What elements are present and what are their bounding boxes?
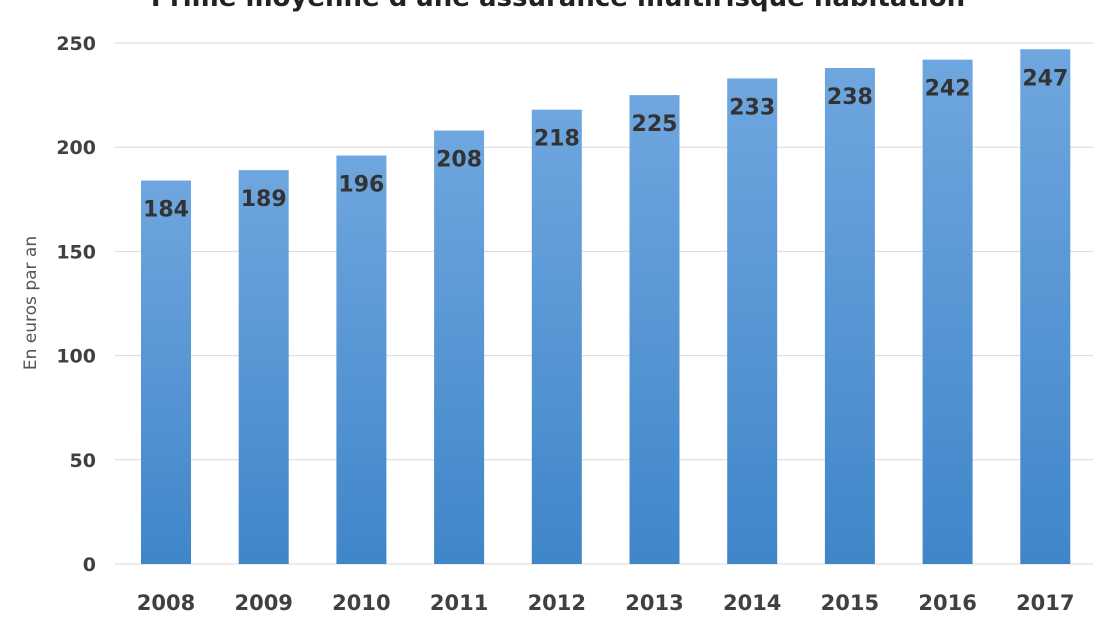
data-label: 242 <box>925 77 971 102</box>
y-tick-label: 0 <box>83 554 96 576</box>
bar <box>1020 49 1071 564</box>
x-axis-ticks: 2008 2009 2010 2011 2012 2013 2014 2015 2016 2017 <box>137 591 1075 615</box>
chart-title: Prime moyenne d'une assurance multirisqu… <box>151 0 965 13</box>
bar <box>922 59 973 565</box>
x-tick-label: 2010 <box>332 591 390 615</box>
x-tick-label: 2013 <box>625 591 683 615</box>
bar <box>824 68 875 565</box>
y-tick-label: 250 <box>56 33 96 55</box>
data-label: 238 <box>827 85 873 110</box>
x-tick-label: 2015 <box>821 591 879 615</box>
x-tick-label: 2008 <box>137 591 195 615</box>
data-label: 233 <box>729 95 775 120</box>
x-tick-label: 2009 <box>234 591 292 615</box>
bar <box>727 78 778 564</box>
data-label: 196 <box>338 173 384 198</box>
x-tick-label: 2012 <box>528 591 586 615</box>
bar <box>531 109 582 565</box>
bars: 184 189 196 208 218 225 233 238 242 247 <box>141 49 1071 565</box>
data-label: 225 <box>632 112 678 137</box>
y-tick-label: 50 <box>70 450 96 472</box>
data-label: 184 <box>143 198 189 223</box>
y-axis-ticks: 0 50 100 150 200 250 <box>56 33 96 576</box>
bar <box>434 130 485 564</box>
data-label: 189 <box>241 187 287 212</box>
x-tick-label: 2016 <box>918 591 976 615</box>
x-tick-label: 2014 <box>723 591 781 615</box>
bar <box>336 155 387 564</box>
y-tick-label: 150 <box>56 241 96 263</box>
data-label: 247 <box>1022 66 1068 91</box>
data-label: 218 <box>534 127 580 152</box>
y-tick-label: 200 <box>56 137 96 159</box>
bar <box>238 170 289 564</box>
bar <box>141 180 191 564</box>
bar <box>629 95 680 564</box>
x-tick-label: 2011 <box>430 591 488 615</box>
data-label: 208 <box>436 148 482 173</box>
x-tick-label: 2017 <box>1016 591 1074 615</box>
y-tick-label: 100 <box>56 346 96 368</box>
y-axis-label: En euros par an <box>21 236 41 370</box>
